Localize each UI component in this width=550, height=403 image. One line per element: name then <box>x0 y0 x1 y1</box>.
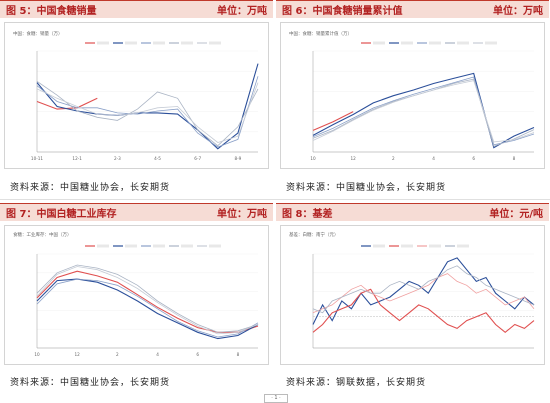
panel-header: 图 7：中国白糖工业库存 单位：万吨 <box>0 203 273 221</box>
source-note: 资料来源：中国糖业协会，长安期货 <box>286 183 447 193</box>
series-line <box>312 273 535 314</box>
legend-label-blur <box>457 244 469 248</box>
legend-label-blur <box>97 244 109 248</box>
series-line <box>36 80 259 147</box>
panel-header: 图 5：中国食糖销量 单位：万吨 <box>0 0 273 18</box>
legend-label-blur <box>125 41 137 45</box>
x-tick-label: 4 <box>432 156 435 161</box>
panel-basis: 图 8：基差 单位：元/吨 基差：白糖：南宁（元） 资料来源：钢联数据，长安期货 <box>276 203 549 393</box>
series-line <box>312 80 535 143</box>
series-line <box>36 278 259 340</box>
source-note: 资料来源：中国糖业协会，长安期货 <box>10 378 171 388</box>
panel-white-sugar-inventory: 图 7：中国白糖工业库存 单位：万吨 食糖：工业库存：中国（万） 10 12 2 4 6… <box>0 203 273 393</box>
chart-header-label: 基差：白糖：南宁（元） <box>289 231 339 238</box>
x-tick-label: 4 <box>156 352 159 357</box>
legend-label-blur <box>401 244 413 248</box>
legend-label-blur <box>485 41 497 45</box>
chart-basis: 基差：白糖：南宁（元） <box>289 231 535 349</box>
x-tick-label: 6 <box>196 352 199 357</box>
chart-frame: 中国：食糖：销量累计值（万） 10 12 2 4 6 8 <box>280 22 545 169</box>
panel-header: 图 8：基差 单位：元/吨 <box>276 203 549 221</box>
series-line <box>312 72 535 149</box>
series-line <box>36 264 259 333</box>
series-line <box>36 76 259 148</box>
plot-area: 10-11 12-1 2-3 4-5 6-7 8-9 <box>31 50 259 161</box>
chart-header-label: 食糖：工业库存：中国（万） <box>13 231 72 238</box>
legend-label-blur <box>373 244 385 248</box>
plot-area: 10 12 2 4 6 8 <box>34 253 259 357</box>
legend-label-blur <box>125 244 137 248</box>
chart-header-label: 中国：食糖：销量（万） <box>13 30 63 37</box>
source-note: 资料来源：中国糖业协会，长安期货 <box>10 183 171 193</box>
chart-sugar-sales: 中国：食糖：销量（万） 10-11 12-1 2-3 4-5 6-7 8-9 <box>13 30 259 161</box>
panel-title: 图 8：基差 <box>282 209 333 220</box>
legend-label-blur <box>181 41 193 45</box>
series-line <box>312 265 535 314</box>
legend-label-blur <box>401 41 413 45</box>
legend-label-blur <box>209 244 221 248</box>
series-line <box>36 278 259 338</box>
panel-title: 图 5：中国食糖销量 <box>6 6 97 17</box>
chart-legend <box>361 41 497 45</box>
x-tick-label: 12-1 <box>72 156 82 161</box>
series-line <box>36 266 259 335</box>
legend-label-blur <box>457 41 469 45</box>
panel-sugar-sales: 图 5：中国食糖销量 单位：万吨 中国：食糖：销量（万） 10-11 12-1 2-… <box>0 0 273 198</box>
panel-header: 图 6：中国食糖销量累计值 单位：万吨 <box>276 0 549 18</box>
section-divider <box>0 199 550 200</box>
x-tick-label: 8 <box>513 156 516 161</box>
legend-label-blur <box>153 41 165 45</box>
series-line <box>312 288 535 334</box>
x-tick-label: 6-7 <box>194 156 201 161</box>
x-tick-label: 12 <box>75 352 81 357</box>
chart-legend <box>85 244 221 248</box>
legend-label-blur <box>97 41 109 45</box>
series-line <box>312 76 535 146</box>
chart-sugar-cumulative-sales: 中国：食糖：销量累计值（万） 10 12 2 4 6 8 <box>289 30 535 161</box>
panel-unit: 单位：元/吨 <box>489 209 543 220</box>
series-line <box>312 78 535 147</box>
legend-label-blur <box>181 244 193 248</box>
chart-frame: 中国：食糖：销量（万） 10-11 12-1 2-3 4-5 6-7 8-9 <box>4 22 269 169</box>
panel-title: 图 6：中国食糖销量累计值 <box>282 6 403 17</box>
page-number: · 1 · <box>264 394 288 403</box>
x-tick-label: 6 <box>472 156 475 161</box>
x-tick-label: 12 <box>351 156 357 161</box>
x-tick-label: 10 <box>34 352 40 357</box>
chart-frame: 基差：白糖：南宁（元） <box>280 225 545 365</box>
plot-area <box>312 253 535 349</box>
legend-label-blur <box>209 41 221 45</box>
panel-sugar-cumulative-sales: 图 6：中国食糖销量累计值 单位：万吨 中国：食糖：销量累计值（万） 10 12 2… <box>276 0 549 198</box>
chart-legend <box>361 244 469 248</box>
chart-header-label: 中国：食糖：销量累计值（万） <box>289 30 352 37</box>
panel-unit: 单位：万吨 <box>217 209 267 220</box>
x-tick-label: 10 <box>310 156 316 161</box>
x-tick-label: 4-5 <box>154 156 161 161</box>
x-tick-label: 2 <box>392 156 395 161</box>
legend-label-blur <box>373 41 385 45</box>
series-line <box>36 63 259 150</box>
x-tick-label: 8-9 <box>234 156 241 161</box>
chart-frame: 食糖：工业库存：中国（万） 10 12 2 4 6 8 <box>4 225 269 365</box>
plot-area: 10 12 2 4 6 8 <box>310 50 535 161</box>
chart-legend <box>85 41 221 45</box>
legend-label-blur <box>429 41 441 45</box>
series-line <box>36 82 259 143</box>
x-tick-label: 2-3 <box>114 156 121 161</box>
panel-unit: 单位：万吨 <box>493 6 543 17</box>
x-tick-label: 8 <box>237 352 240 357</box>
panel-title: 图 7：中国白糖工业库存 <box>6 209 117 220</box>
panel-unit: 单位：万吨 <box>217 6 267 17</box>
series-line <box>312 111 354 131</box>
legend-label-blur <box>429 244 441 248</box>
x-tick-label: 10-11 <box>31 156 44 161</box>
x-tick-label: 2 <box>116 352 119 357</box>
source-note: 资料来源：钢联数据，长安期货 <box>286 378 427 388</box>
chart-white-sugar-inventory: 食糖：工业库存：中国（万） 10 12 2 4 6 8 <box>13 231 259 357</box>
series-line <box>312 257 535 325</box>
legend-label-blur <box>153 244 165 248</box>
